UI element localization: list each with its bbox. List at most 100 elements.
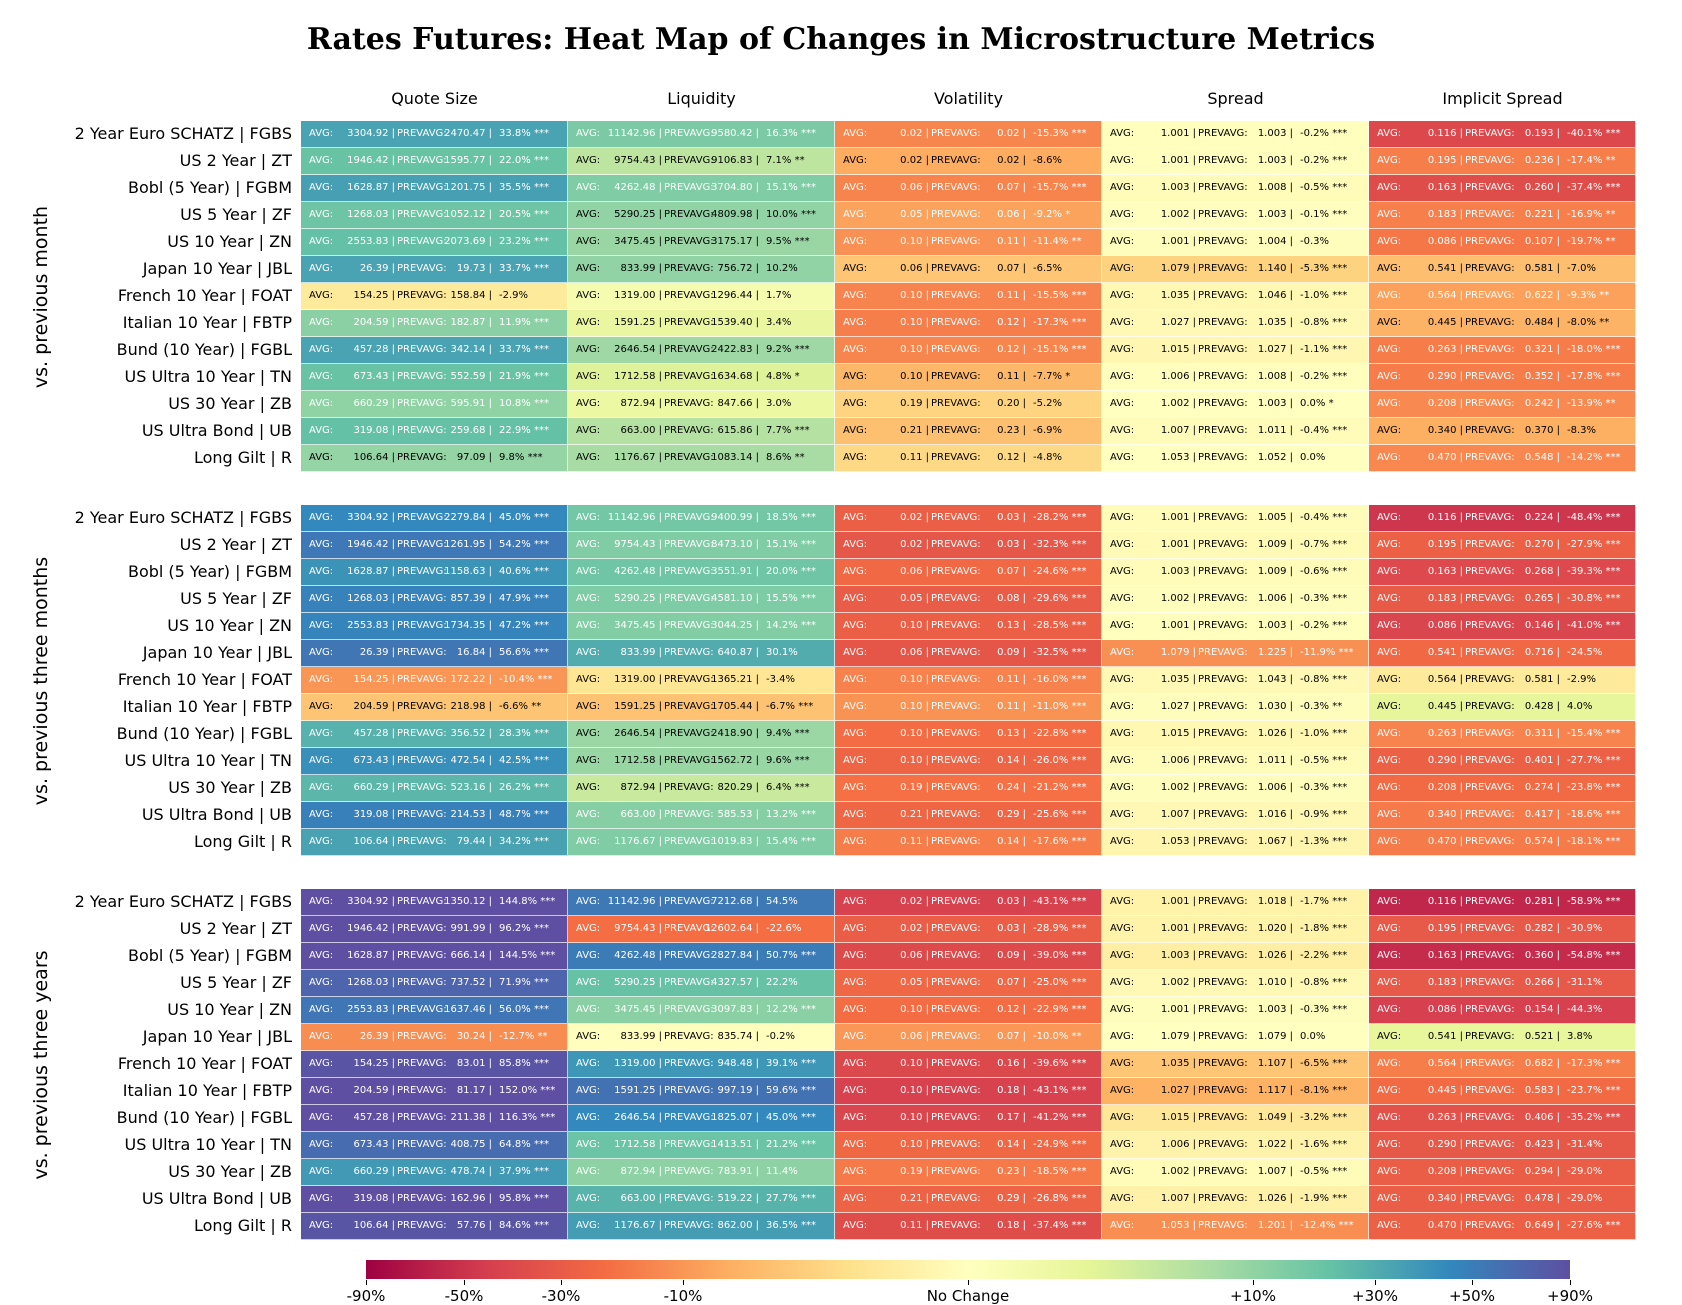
cell-prevavg-value: 4327.57 | [711,977,759,988]
cell-avg-value: 0.263 | [1427,1112,1463,1123]
heatmap-cell: AVG: 1.015 | PREVAVG: 1.049 | -3.2% *** [1102,1105,1369,1132]
colorbar-tick-mark [1472,1280,1473,1285]
cell-pct-value: -24.6% *** [1033,566,1087,577]
heatmap-cell: AVG: 1.006 | PREVAVG: 1.022 | -1.6% *** [1102,1132,1369,1159]
cell-prevavg-value: 0.521 | [1524,1031,1560,1042]
cell-avg-value: 0.470 | [1427,1220,1463,1231]
cell-avg-value: 663.00 | [620,809,662,820]
cell-avg-value: 319.08 | [353,425,395,436]
heatmap-cell: AVG: 1.053 | PREVAVG: 1.067 | -1.3% *** [1102,829,1369,856]
heatmap-cell: AVG: 9754.43 | PREVAVG: 12602.64 | -22.6% [568,916,835,943]
cell-prevavg-label: PREVAVG: [931,755,981,766]
cell-prevavg-value: 1.007 | [1257,1166,1293,1177]
heatmap-cell: AVG: 0.10 | PREVAVG: 0.11 | -11.4% ** [835,229,1102,256]
heatmap-cell: AVG: 319.08 | PREVAVG: 214.53 | 48.7% *** [301,802,568,829]
cell-prevavg-value: 0.07 | [997,1031,1026,1042]
cell-avg-value: 1.079 | [1160,647,1196,658]
cell-prevavg-label: PREVAVG: [664,593,714,604]
cell-avg-value: 0.340 | [1427,809,1463,820]
cell-avg-label: AVG: [1110,782,1135,793]
cell-avg-label: AVG: [843,539,868,550]
heatmap-cell: AVG: 1.007 | PREVAVG: 1.011 | -0.4% *** [1102,418,1369,445]
cell-pct-value: -8.0% ** [1567,317,1610,328]
cell-avg-label: AVG: [843,236,868,247]
cell-avg-value: 1.003 | [1160,566,1196,577]
cell-pct-value: -0.3% ** [1300,701,1343,712]
cell-pct-value: -12.7% ** [499,1031,548,1042]
heatmap-cell: AVG: 673.43 | PREVAVG: 472.54 | 42.5% *** [301,748,568,775]
heatmap-cell: AVG: 154.25 | PREVAVG: 83.01 | 85.8% *** [301,1051,568,1078]
cell-prevavg-label: PREVAVG: [397,371,447,382]
cell-avg-value: 1.001 | [1160,512,1196,523]
cell-prevavg-value: 2279.84 | [444,512,492,523]
heatmap-cell: AVG: 0.02 | PREVAVG: 0.03 | -32.3% *** [835,532,1102,559]
cell-pct-value: 10.2% [766,263,798,274]
heatmap-cell: AVG: 0.086 | PREVAVG: 0.107 | -19.7% ** [1369,229,1636,256]
row-label: US 2 Year | ZT [179,151,292,170]
cell-avg-label: AVG: [309,236,334,247]
cell-avg-value: 663.00 | [620,1193,662,1204]
cell-avg-value: 0.19 | [900,1166,929,1177]
cell-avg-value: 0.06 | [900,182,929,193]
cell-pct-value: 10.8% *** [499,398,549,409]
cell-pct-value: 23.2% *** [499,236,549,247]
cell-avg-label: AVG: [576,1085,601,1096]
heatmap-cell: AVG: 0.208 | PREVAVG: 0.274 | -23.8% *** [1369,775,1636,802]
cell-pct-value: 0.0% [1300,1031,1326,1042]
cell-pct-value: -4.8% [1033,452,1063,463]
cell-prevavg-value: 0.14 | [997,836,1026,847]
cell-avg-label: AVG: [843,809,868,820]
cell-avg-label: AVG: [309,1058,334,1069]
cell-prevavg-label: PREVAVG: [397,128,447,139]
row-label: US Ultra Bond | UB [141,1189,292,1208]
cell-avg-value: 0.541 | [1427,647,1463,658]
heatmap-cell: AVG: 1.001 | PREVAVG: 1.003 | -0.3% *** [1102,997,1369,1024]
cell-avg-value: 673.43 | [353,371,395,382]
cell-avg-value: 1.007 | [1160,809,1196,820]
heatmap-cell: AVG: 4262.48 | PREVAVG: 3551.91 | 20.0% *** [568,559,835,586]
cell-avg-value: 26.39 | [359,647,395,658]
cell-avg-value: 0.10 | [900,755,929,766]
cell-prevavg-value: 0.266 | [1524,977,1560,988]
cell-avg-value: 0.340 | [1427,425,1463,436]
cell-avg-label: AVG: [843,593,868,604]
heatmap-cell: AVG: 1319.00 | PREVAVG: 1365.21 | -3.4% [568,667,835,694]
cell-avg-label: AVG: [309,1193,334,1204]
heatmap-cell: AVG: 0.290 | PREVAVG: 0.401 | -27.7% *** [1369,748,1636,775]
cell-avg-label: AVG: [1110,896,1135,907]
cell-avg-label: AVG: [1377,263,1402,274]
cell-avg-value: 0.564 | [1427,674,1463,685]
cell-avg-value: 1.035 | [1160,290,1196,301]
cell-pct-value: 1.7% [766,290,792,301]
cell-pct-value: -26.0% *** [1033,755,1087,766]
cell-prevavg-value: 9580.42 | [711,128,759,139]
cell-prevavg-value: 3175.17 | [711,236,759,247]
cell-prevavg-label: PREVAVG: [1465,425,1515,436]
cell-avg-value: 204.59 | [353,1085,395,1096]
cell-pct-value: 9.6% *** [766,755,810,766]
colorbar-tick-mark [683,1280,684,1285]
heatmap-cell: AVG: 0.470 | PREVAVG: 0.649 | -27.6% *** [1369,1213,1636,1240]
heatmap-cell: AVG: 1712.58 | PREVAVG: 1634.68 | 4.8% * [568,364,835,391]
cell-prevavg-value: 0.154 | [1524,1004,1560,1015]
heatmap-cell: AVG: 0.02 | PREVAVG: 0.03 | -28.9% *** [835,916,1102,943]
cell-pct-value: -27.6% *** [1567,1220,1621,1231]
cell-avg-value: 0.10 | [900,728,929,739]
cell-pct-value: 56.0% *** [499,1004,549,1015]
cell-pct-value: -15.1% *** [1033,344,1087,355]
cell-prevavg-value: 1.020 | [1257,923,1293,934]
cell-prevavg-value: 857.39 | [450,593,492,604]
cell-pct-value: -0.5% *** [1300,1166,1348,1177]
column-header: Quote Size [391,89,478,108]
colorbar-tick-mark [968,1280,969,1285]
cell-avg-value: 154.25 | [353,674,395,685]
cell-prevavg-label: PREVAVG: [1198,1166,1248,1177]
row-label: Japan 10 Year | JBL [142,259,292,278]
cell-avg-value: 0.183 | [1427,977,1463,988]
cell-pct-value: 15.5% *** [766,593,816,604]
cell-prevavg-label: PREVAVG: [397,236,447,247]
cell-prevavg-label: PREVAVG: [1198,647,1248,658]
cell-prevavg-label: PREVAVG: [664,896,714,907]
cell-avg-label: AVG: [309,896,334,907]
row-label: US Ultra Bond | UB [141,421,292,440]
